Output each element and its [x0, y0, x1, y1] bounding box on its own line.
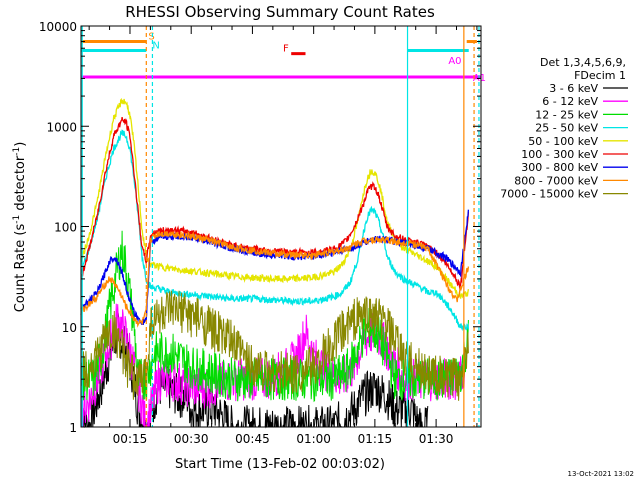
- series-line-25-50-kev: [80, 129, 470, 332]
- series-line-100-300-kev: [80, 116, 470, 290]
- series-layer: [80, 97, 470, 429]
- plot-area: SNFA0A1: [80, 26, 486, 429]
- x-tick-label: 01:30: [419, 432, 454, 446]
- x-axis-label: Start Time (13-Feb-02 00:03:02): [175, 457, 385, 472]
- legend-header-line2: FDecim 1: [574, 69, 626, 82]
- legend-label: 800 - 7000 keV: [514, 174, 598, 187]
- marker-label-n: N: [152, 40, 159, 51]
- y-axis: 1 10 100 1000 10000: [39, 20, 481, 435]
- legend-label: 300 - 800 keV: [521, 161, 598, 174]
- y-axis-label: Count Rate (s-1 detector-1): [12, 142, 28, 313]
- chart-title: RHESSI Observing Summary Count Rates: [125, 3, 435, 21]
- series-line-50-100-kev: [80, 97, 470, 299]
- legend-header-line1: Det 1,3,4,5,6,9,: [540, 56, 626, 69]
- series-line-7000-15000-kev: [80, 290, 469, 401]
- legend-label: 3 - 6 keV: [549, 82, 598, 95]
- legend-label: 25 - 50 keV: [535, 122, 598, 135]
- y-tick-label: 1: [69, 421, 77, 435]
- series-line-800-7000-kev: [80, 230, 470, 328]
- legend-label: 6 - 12 keV: [542, 95, 598, 108]
- legend-label: 50 - 100 keV: [528, 135, 598, 148]
- legend-label: 7000 - 15000 keV: [500, 188, 598, 201]
- marker-label-a0: A0: [448, 56, 461, 67]
- legend-label: 12 - 25 keV: [535, 108, 598, 121]
- y-tick-label: 1000: [46, 120, 77, 134]
- marker-label-s: S: [148, 32, 154, 43]
- y-tick-label: 10000: [39, 20, 77, 34]
- legend-label: 100 - 300 keV: [521, 148, 598, 161]
- y-tick-label: 100: [54, 221, 77, 235]
- y-tick-label: 10: [62, 321, 77, 335]
- x-axis: 00:15 00:30 00:45 01:00 01:15 01:30: [88, 26, 478, 446]
- marker-layer: SNFA0A1: [81, 32, 486, 84]
- x-tick-label: 01:15: [358, 432, 393, 446]
- marker-label-f: F: [283, 44, 289, 55]
- x-tick-label: 01:00: [296, 432, 331, 446]
- x-tick-label: 00:15: [113, 432, 148, 446]
- footer-timestamp: 13-Oct-2021 13:02: [568, 470, 634, 478]
- x-tick-label: 00:45: [235, 432, 270, 446]
- x-tick-label: 00:30: [174, 432, 209, 446]
